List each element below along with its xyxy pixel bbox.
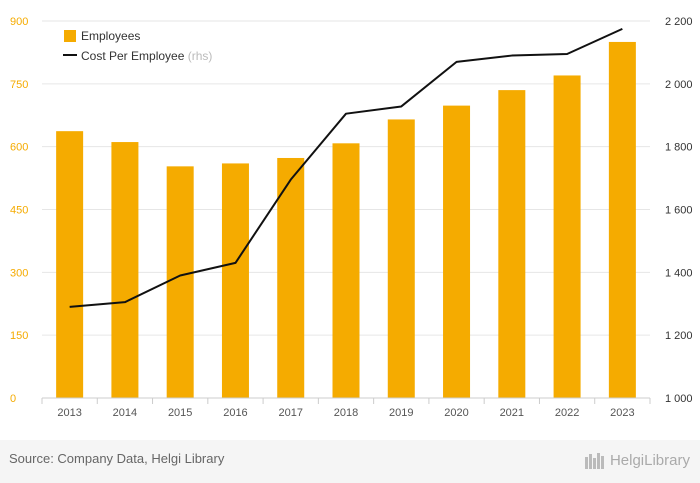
bar-employees <box>166 166 194 398</box>
line-cost-per-employee <box>69 27 623 308</box>
x-tick-label: 2016 <box>223 407 247 419</box>
helgi-library-logo: HelgiLibrary <box>584 448 690 472</box>
chart: 0 150 300 450 600 750 900 1 000 1 200 1 400 1 600 1… <box>10 16 693 419</box>
source-text: Source: Company Data, Helgi Library <box>9 451 225 466</box>
bar-employees <box>111 142 139 398</box>
y-left-tick-label: 750 <box>10 79 28 91</box>
bar-employees <box>387 119 415 398</box>
y-left-tick-label: 600 <box>10 142 28 154</box>
y-right-tick-label: 1 600 <box>665 205 693 217</box>
x-tick-label: 2022 <box>555 407 579 419</box>
line-series <box>69 27 623 308</box>
legend-swatch-employees <box>64 30 76 42</box>
bar-employees <box>443 105 471 399</box>
x-tick-label: 2014 <box>113 407 137 419</box>
legend-label-employees: Employees <box>81 29 140 43</box>
bar-employees <box>608 41 636 398</box>
logo-text: HelgiLibrary <box>609 451 690 469</box>
y-left-tick-label: 0 <box>10 393 16 405</box>
y-left-tick-label: 900 <box>10 16 28 28</box>
y-left-tick-label: 150 <box>10 330 28 342</box>
y-right-tick-label: 1 200 <box>665 330 693 342</box>
legend-label-cost-per-employee: Cost Per Employee (rhs) <box>81 49 212 63</box>
x-tick-label: 2023 <box>610 407 634 419</box>
footer: Source: Company Data, Helgi Library Helg… <box>0 440 700 483</box>
bar-employees <box>498 90 526 398</box>
y-right-tick-label: 1 400 <box>665 267 693 279</box>
library-icon <box>584 453 604 469</box>
bar-employees <box>553 75 581 398</box>
axes: 0 150 300 450 600 750 900 1 000 1 200 1 400 1 600 1… <box>10 16 693 419</box>
y-left-tick-label: 450 <box>10 205 28 217</box>
x-tick-label: 2020 <box>444 407 468 419</box>
bar-series <box>56 41 636 399</box>
x-tick-label: 2015 <box>168 407 192 419</box>
x-tick-label: 2017 <box>278 407 302 419</box>
x-tick-label: 2019 <box>389 407 413 419</box>
x-tick-label: 2013 <box>57 407 81 419</box>
y-right-tick-label: 2 200 <box>665 16 693 28</box>
bar-employees <box>332 143 360 398</box>
y-right-tick-label: 1 800 <box>665 142 693 154</box>
bar-employees <box>221 163 249 398</box>
y-right-tick-label: 1 000 <box>665 393 693 405</box>
bar-employees <box>277 157 305 398</box>
y-left-tick-label: 300 <box>10 267 28 279</box>
x-tick-label: 2018 <box>334 407 358 419</box>
bar-employees <box>56 131 84 398</box>
y-right-tick-label: 2 000 <box>665 79 693 91</box>
legend: Employees Cost Per Employee (rhs) <box>63 29 212 63</box>
x-tick-label: 2021 <box>500 407 524 419</box>
